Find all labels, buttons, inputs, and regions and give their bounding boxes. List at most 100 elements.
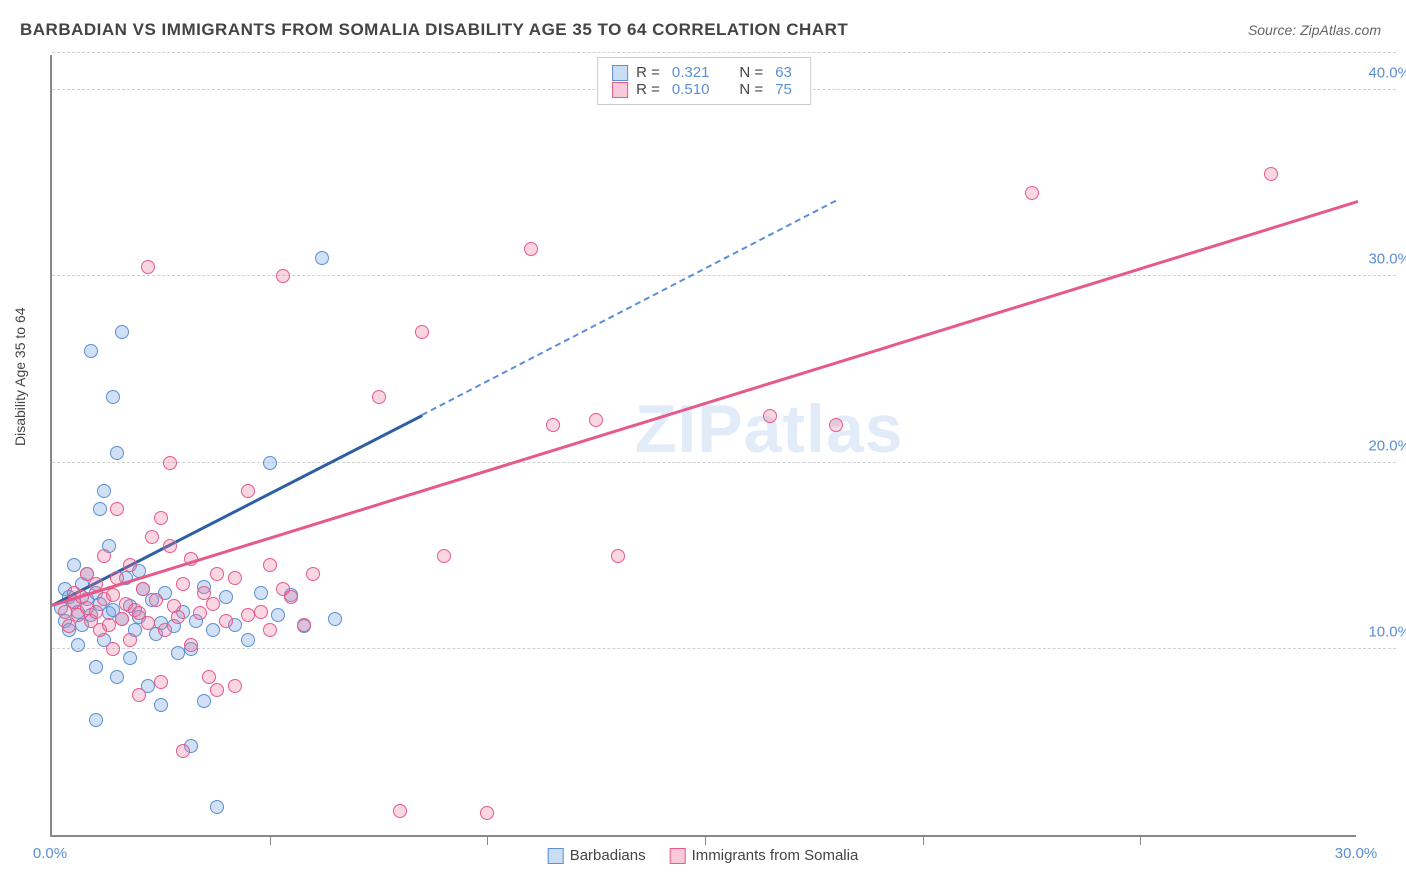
scatter-point — [115, 325, 129, 339]
scatter-point — [171, 610, 185, 624]
scatter-point — [202, 670, 216, 684]
chart-title: BARBADIAN VS IMMIGRANTS FROM SOMALIA DIS… — [20, 20, 848, 40]
y-tick-label: 40.0% — [1368, 65, 1406, 82]
scatter-point — [328, 612, 342, 626]
x-tick-mark — [270, 835, 271, 845]
y-axis-label: Disability Age 35 to 64 — [12, 307, 28, 446]
scatter-point — [115, 612, 129, 626]
trend-line — [52, 200, 1359, 606]
scatter-point — [154, 675, 168, 689]
scatter-point — [197, 694, 211, 708]
watermark: ZIPatlas — [635, 390, 904, 468]
scatter-point — [123, 633, 137, 647]
scatter-point — [154, 511, 168, 525]
scatter-point — [254, 605, 268, 619]
legend-bottom: Barbadians Immigrants from Somalia — [548, 847, 859, 864]
scatter-point — [158, 623, 172, 637]
scatter-point — [306, 567, 320, 581]
legend-swatch-blue — [612, 65, 628, 81]
legend-top-row: R = 0.510 N = 75 — [612, 81, 796, 98]
scatter-point — [110, 670, 124, 684]
legend-r-label: R = — [636, 81, 660, 98]
scatter-point — [141, 260, 155, 274]
gridline-h — [52, 275, 1396, 276]
scatter-point — [263, 623, 277, 637]
scatter-point — [480, 806, 494, 820]
scatter-point — [163, 456, 177, 470]
x-tick-mark — [487, 835, 488, 845]
legend-r-value: 0.510 — [672, 81, 710, 98]
scatter-point — [241, 484, 255, 498]
scatter-point — [89, 605, 103, 619]
scatter-point — [210, 567, 224, 581]
legend-swatch-blue — [548, 848, 564, 864]
scatter-point — [106, 390, 120, 404]
x-tick-label: 0.0% — [33, 845, 67, 862]
scatter-point — [210, 800, 224, 814]
scatter-point — [284, 590, 298, 604]
scatter-point — [219, 590, 233, 604]
scatter-point — [71, 638, 85, 652]
plot-area: ZIPatlas R = 0.321 N = 63 R = 0.510 N = … — [50, 55, 1356, 837]
chart-container: BARBADIAN VS IMMIGRANTS FROM SOMALIA DIS… — [0, 0, 1406, 892]
legend-n-value: 75 — [775, 81, 792, 98]
y-tick-label: 30.0% — [1368, 251, 1406, 268]
scatter-point — [193, 606, 207, 620]
scatter-point — [132, 688, 146, 702]
scatter-point — [110, 502, 124, 516]
scatter-point — [524, 242, 538, 256]
legend-n-label: N = — [739, 81, 763, 98]
x-tick-mark — [705, 835, 706, 845]
legend-item: Immigrants from Somalia — [670, 847, 859, 864]
gridline-h — [52, 52, 1396, 53]
scatter-point — [176, 577, 190, 591]
trend-line-dashed — [422, 200, 836, 416]
scatter-point — [93, 502, 107, 516]
scatter-point — [393, 804, 407, 818]
scatter-point — [123, 558, 137, 572]
y-tick-label: 20.0% — [1368, 437, 1406, 454]
source-label: Source: ZipAtlas.com — [1248, 22, 1381, 38]
scatter-point — [206, 623, 220, 637]
y-tick-label: 10.0% — [1368, 623, 1406, 640]
scatter-point — [437, 549, 451, 563]
legend-r-label: R = — [636, 64, 660, 81]
legend-n-label: N = — [739, 64, 763, 81]
scatter-point — [1264, 167, 1278, 181]
x-tick-mark — [923, 835, 924, 845]
scatter-point — [271, 608, 285, 622]
scatter-point — [136, 582, 150, 596]
scatter-point — [176, 744, 190, 758]
x-tick-mark — [1140, 835, 1141, 845]
scatter-point — [611, 549, 625, 563]
gridline-h — [52, 462, 1396, 463]
scatter-point — [89, 660, 103, 674]
scatter-point — [415, 325, 429, 339]
legend-label: Barbadians — [570, 847, 646, 864]
scatter-point — [184, 638, 198, 652]
x-tick-label: 30.0% — [1335, 845, 1378, 862]
scatter-point — [106, 642, 120, 656]
scatter-point — [206, 597, 220, 611]
scatter-point — [97, 484, 111, 498]
scatter-point — [228, 571, 242, 585]
scatter-point — [123, 651, 137, 665]
scatter-point — [171, 646, 185, 660]
scatter-point — [241, 633, 255, 647]
scatter-point — [546, 418, 560, 432]
scatter-point — [102, 618, 116, 632]
scatter-point — [141, 616, 155, 630]
scatter-point — [263, 558, 277, 572]
scatter-point — [97, 549, 111, 563]
scatter-point — [829, 418, 843, 432]
scatter-point — [210, 683, 224, 697]
scatter-point — [154, 698, 168, 712]
scatter-point — [1025, 186, 1039, 200]
scatter-point — [163, 539, 177, 553]
scatter-point — [67, 558, 81, 572]
scatter-point — [241, 608, 255, 622]
scatter-point — [315, 251, 329, 265]
legend-top: R = 0.321 N = 63 R = 0.510 N = 75 — [597, 57, 811, 105]
scatter-point — [228, 679, 242, 693]
scatter-point — [589, 413, 603, 427]
